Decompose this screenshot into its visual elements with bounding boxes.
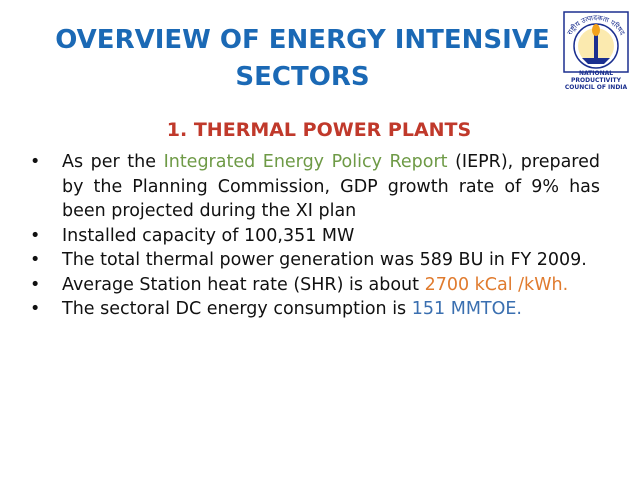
bullet-text: Installed capacity of 100,351 MW: [62, 225, 355, 246]
bullet-text: The total thermal power generation was 5…: [62, 250, 587, 270]
bullet-text: Average Station heat rate (SHR) is about: [62, 274, 425, 295]
slide-title: OVERVIEW OF ENERGY INTENSIVE SECTORS: [20, 22, 585, 96]
bullet-item-iepr: • As per the Integrated Energy Policy Rep…: [30, 150, 600, 224]
logo-caption: NATIONAL PRODUCTIVITY COUNCIL OF INDIA: [558, 70, 634, 91]
bullet-text: The sectoral DC energy consumption is: [62, 299, 412, 319]
bullet-dot-icon: •: [30, 299, 41, 319]
slide-title-line2: SECTORS: [235, 62, 370, 92]
section-subtitle: 1. THERMAL POWER PLANTS: [166, 119, 472, 141]
bullet-item-capacity: • Installed capacity of 100,351 MW: [30, 224, 600, 249]
bullet-item-consumption: • The sectoral DC energy consumption is 1…: [30, 297, 600, 322]
bullet-text: As per the: [62, 152, 164, 172]
bullet-dot-icon: •: [30, 152, 41, 172]
slide-title-line1: OVERVIEW OF ENERGY INTENSIVE: [55, 25, 550, 55]
bullet-highlight: 2700 kCal /kWh.: [424, 274, 569, 295]
npc-logo-icon: राष्ट्रीय उत्पादकता परिषद: [563, 11, 629, 73]
logo-caption-line2: COUNCIL OF INDIA: [564, 84, 628, 91]
bullet-highlight: 151 MMTOE.: [411, 299, 522, 319]
bullet-item-generation: • The total thermal power generation was …: [30, 248, 600, 273]
bullet-list: • As per the Integrated Energy Policy Rep…: [30, 150, 600, 322]
bullet-dot-icon: •: [30, 250, 41, 270]
bullet-dot-icon: •: [30, 274, 41, 295]
bullet-highlight: Integrated Energy Policy Report: [163, 152, 448, 172]
logo-caption-line1: NATIONAL PRODUCTIVITY: [570, 70, 621, 84]
bullet-text: (IEPR), prepared by the Planning Commiss…: [62, 152, 600, 221]
bullet-item-heat-rate: • Average Station heat rate (SHR) is abou…: [30, 273, 600, 298]
bullet-dot-icon: •: [30, 225, 41, 246]
